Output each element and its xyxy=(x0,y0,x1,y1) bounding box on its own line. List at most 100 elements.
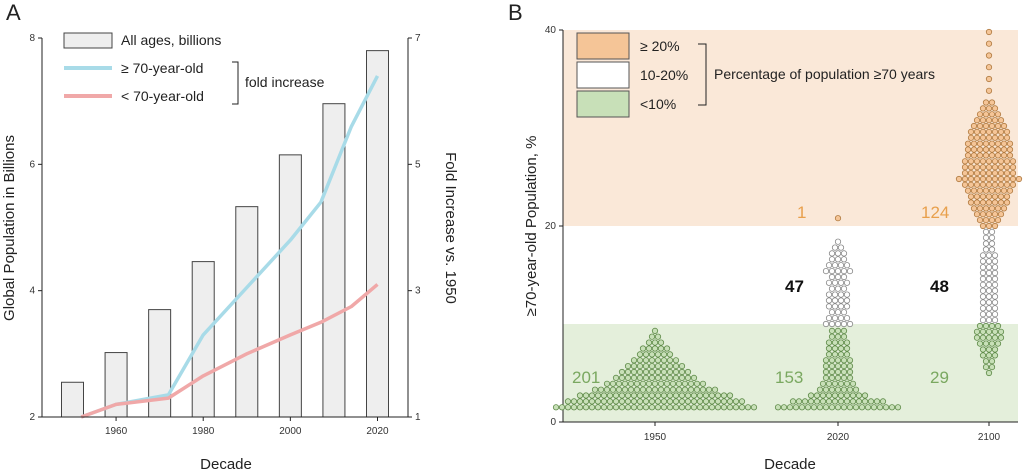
dot-2020 xyxy=(840,250,848,257)
dot-2100 xyxy=(979,316,987,324)
dot-2100 xyxy=(988,152,996,159)
dot-1950 xyxy=(630,392,638,399)
dot-1950 xyxy=(657,386,665,393)
dot-2100 xyxy=(1003,193,1011,200)
dot-1950 xyxy=(675,386,683,393)
dot-1950 xyxy=(720,404,728,411)
dot-2020 xyxy=(837,297,845,304)
line-young-series xyxy=(80,283,379,419)
dot-1950 xyxy=(639,380,647,387)
dot-1950 xyxy=(621,380,629,387)
dot-2020 xyxy=(840,404,848,411)
dot-2100 xyxy=(979,275,987,282)
dot-2100 xyxy=(991,311,999,318)
dot-1950 xyxy=(636,392,644,399)
dot-2100 xyxy=(988,187,996,194)
dot-2020 xyxy=(819,380,827,387)
dot-1950 xyxy=(666,351,674,358)
dot-2020 xyxy=(828,320,836,328)
dot-2020 xyxy=(843,297,851,304)
dot-2100 xyxy=(1003,134,1011,141)
count-2100-high: 124 xyxy=(921,203,949,222)
count-2100-low: 29 xyxy=(930,368,949,387)
count-2100-mid: 48 xyxy=(930,277,949,296)
dot-2100 xyxy=(985,164,993,171)
dot-2100 xyxy=(994,146,1002,153)
bar-1980 xyxy=(191,261,215,418)
dot-1950 xyxy=(642,357,650,364)
dot-2100 xyxy=(976,205,984,212)
dot-2100 xyxy=(967,164,975,171)
dot-2020 xyxy=(840,327,848,334)
dot-1950 xyxy=(582,398,590,405)
dot-2100 xyxy=(979,269,987,277)
dot-1950 xyxy=(666,357,674,364)
dot-1950 xyxy=(699,380,707,387)
dot-2020 xyxy=(888,404,896,411)
legend-bracket-label: fold increase xyxy=(245,74,325,90)
dot-2020 xyxy=(849,380,857,387)
dot-2020 xyxy=(849,392,857,399)
dot-2100 xyxy=(985,40,993,47)
dot-2100 xyxy=(973,181,981,188)
dot-2100 xyxy=(991,258,999,265)
dot-1950 xyxy=(645,345,653,352)
dot-2100 xyxy=(979,299,987,306)
dot-2020 xyxy=(843,291,851,298)
dot-1950 xyxy=(642,362,650,370)
count-2020-mid: 47 xyxy=(785,277,804,296)
dot-2020 xyxy=(828,362,836,370)
dot-2020 xyxy=(840,273,848,281)
dot-1950 xyxy=(630,374,638,381)
dot-2020 xyxy=(828,327,836,334)
dot-2100 xyxy=(967,128,975,135)
dot-2020 xyxy=(825,314,833,322)
dot-2100 xyxy=(997,117,1005,124)
dot-1950 xyxy=(657,380,665,387)
dot-2020 xyxy=(822,404,830,411)
dot-2100 xyxy=(991,287,999,294)
dot-1950 xyxy=(720,392,728,399)
dot-2100 xyxy=(988,340,996,347)
dot-2100 xyxy=(973,211,981,218)
dot-1950 xyxy=(597,386,605,393)
dot-2100 xyxy=(988,363,996,371)
dot-2020 xyxy=(864,404,872,411)
y2-tick-label: 5 xyxy=(415,159,421,170)
dot-1950 xyxy=(651,386,659,393)
dot-1950 xyxy=(564,404,572,411)
dot-2020 xyxy=(834,250,842,257)
dot-1950 xyxy=(708,398,716,405)
dot-2100 xyxy=(991,181,999,188)
dot-2100 xyxy=(979,252,987,259)
y-tick-label: 4 xyxy=(29,286,35,297)
bar-1950 xyxy=(61,381,84,418)
dot-2100 xyxy=(988,99,996,106)
dot-2100 xyxy=(985,334,993,341)
dot-1950 xyxy=(642,398,650,405)
dot-2020 xyxy=(837,351,845,358)
dot-1950 xyxy=(654,357,662,364)
dot-1950 xyxy=(645,339,653,346)
dot-2020 xyxy=(828,250,836,257)
dot-2100 xyxy=(1009,181,1017,188)
dot-1950 xyxy=(654,351,662,358)
dot-2020 xyxy=(831,339,839,346)
dot-1950 xyxy=(672,357,680,364)
dot-1950 xyxy=(681,386,689,393)
dot-1950 xyxy=(699,386,707,393)
dot-1950 xyxy=(672,404,680,411)
y-tick-label: 2 xyxy=(29,412,35,423)
y2-tick-label: 1 xyxy=(415,412,421,423)
dot-1950 xyxy=(687,386,695,393)
dot-2100 xyxy=(961,158,969,165)
dot-1950 xyxy=(636,404,644,411)
dot-2100 xyxy=(1000,122,1008,130)
dot-2100 xyxy=(991,134,999,141)
dot-1950 xyxy=(588,398,596,405)
dot-2100 xyxy=(982,205,990,212)
dot-2100 xyxy=(961,181,969,188)
dot-2020 xyxy=(837,291,845,298)
dot-2020 xyxy=(828,285,836,292)
